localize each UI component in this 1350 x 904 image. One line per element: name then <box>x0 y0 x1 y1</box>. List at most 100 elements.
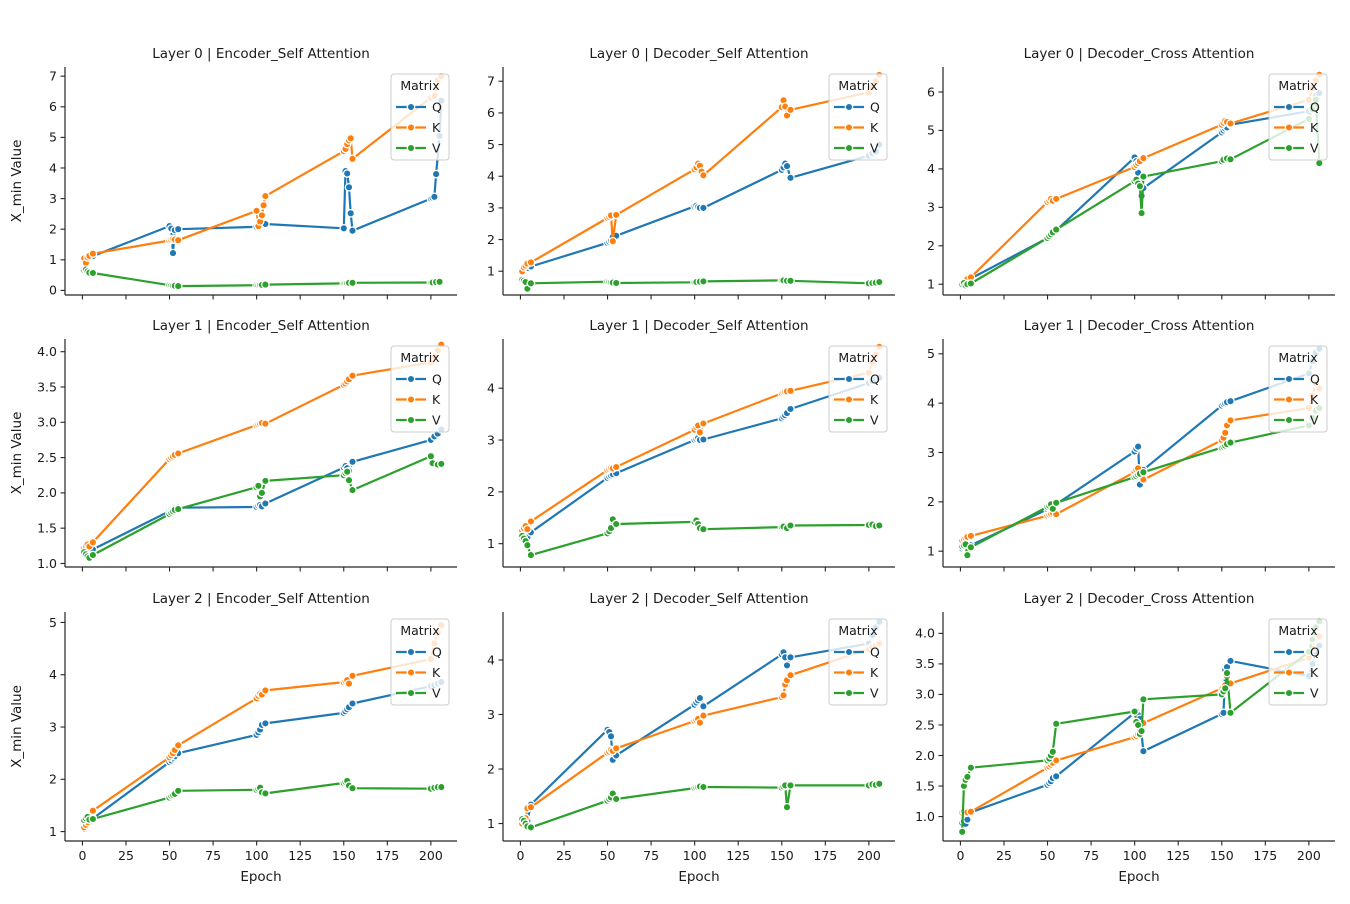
data-point-K <box>261 686 270 695</box>
series-line-K <box>961 382 1321 542</box>
data-point-V <box>786 276 795 286</box>
data-point-V <box>1051 498 1061 508</box>
y-tick-label: 1.5 <box>37 520 57 535</box>
legend-entry-label-V: V <box>870 412 879 427</box>
legend-entry-label-V: V <box>870 140 879 155</box>
legend-swatch-marker-V <box>1284 143 1294 153</box>
legend-swatch-marker-K <box>844 668 854 677</box>
data-point-Q <box>699 435 708 444</box>
data-point-V <box>257 488 267 498</box>
data-point-V <box>1139 467 1148 477</box>
legend-entry-label-K: K <box>432 665 441 680</box>
legend-swatch-marker-K <box>844 395 854 404</box>
y-tick-label: 3.5 <box>37 379 57 394</box>
y-tick-label: 5 <box>49 615 57 630</box>
data-point-K <box>695 427 705 437</box>
data-point-Q <box>348 699 357 708</box>
data-point-V <box>88 814 98 824</box>
data-point-V <box>786 521 795 530</box>
subplot-title: Layer 2 | Decoder_Self Attention <box>589 591 808 607</box>
legend: Matrix QKV <box>1268 345 1328 433</box>
legend-box <box>828 618 888 706</box>
x-tick-label: 0 <box>78 848 86 863</box>
data-point-V <box>435 277 444 287</box>
legend-swatch-marker-K <box>406 123 416 132</box>
legend-entry-label-Q: Q <box>432 371 442 386</box>
legend-swatch-marker-Q <box>844 374 854 384</box>
data-point-V <box>1137 726 1146 736</box>
series-line-K <box>83 343 443 549</box>
x-axis-label: Epoch <box>1118 869 1159 885</box>
subplot-layer1-encoder-self: 1.0 1.5 2.0 2.5 3.0 3.5 4.0 Layer 1 | Encoder_S… <box>9 318 457 572</box>
data-point-Q <box>342 169 352 178</box>
y-tick-label: 3 <box>49 191 57 206</box>
data-point-V <box>88 550 98 560</box>
y-tick-label: 7 <box>49 68 57 83</box>
y-tick-label: 3.0 <box>37 415 57 430</box>
legend-entry-label-V: V <box>432 685 441 700</box>
legend-title: Matrix <box>1278 350 1317 365</box>
data-point-V <box>426 451 436 461</box>
x-tick-label: 150 <box>1210 848 1234 863</box>
subplot-layer2-decoder-self: 1 2 3 4 0 25 50 75 100 125 150 175 200 Layer 2 | Deco… <box>487 591 895 885</box>
x-tick-label: 175 <box>813 848 837 863</box>
data-point-V <box>874 277 884 287</box>
data-point-Q <box>786 652 795 662</box>
x-axis-label: Epoch <box>240 869 281 885</box>
y-tick-label: 4 <box>927 161 935 176</box>
data-point-V <box>344 475 354 485</box>
subplot-layer1-decoder-self: 1 2 3 4 Layer 1 | Decoder_Self Attention Matr… <box>487 318 895 572</box>
data-point-V <box>966 279 976 288</box>
y-tick-label: 4 <box>927 395 935 410</box>
x-tick-label: 150 <box>332 848 356 863</box>
legend-entry-label-Q: Q <box>870 371 880 386</box>
legend: Matrix QKV <box>1268 73 1328 161</box>
y-tick-label: 3.5 <box>915 656 935 671</box>
y-tick-label: 2.0 <box>915 748 935 763</box>
y-tick-label: 3 <box>49 719 57 734</box>
legend-box <box>1268 73 1328 161</box>
legend-swatch-marker-V <box>406 143 416 153</box>
x-tick-label: 75 <box>205 848 221 863</box>
data-point-Q <box>430 192 439 202</box>
legend-swatch-marker-V <box>844 143 854 153</box>
subplot-layer1-decoder-cross: 1 2 3 4 5 Layer 1 | Decoder_Cross Attention Ma… <box>927 318 1335 572</box>
data-point-V <box>254 481 263 491</box>
legend-swatch-marker-V <box>406 688 416 698</box>
data-point-K <box>261 419 270 429</box>
data-point-Q <box>695 693 705 703</box>
data-point-Q <box>431 169 441 179</box>
legend-title: Matrix <box>400 78 439 93</box>
y-tick-label: 4.0 <box>915 626 935 641</box>
data-point-V <box>173 281 183 291</box>
data-point-Q <box>786 173 795 183</box>
legend-entry-label-K: K <box>432 392 441 407</box>
data-point-K <box>786 670 795 680</box>
data-point-V <box>436 782 446 792</box>
data-point-K <box>786 105 795 115</box>
data-point-V <box>261 476 270 486</box>
subplot-layer0-decoder-cross: 1 2 3 4 5 6 Layer 0 | Decoder_Cross Attention M… <box>927 46 1335 300</box>
series-line-Q <box>521 376 881 540</box>
data-point-V <box>963 772 972 782</box>
x-tick-label: 25 <box>118 848 134 863</box>
y-tick-label: 1 <box>487 816 495 831</box>
data-point-K <box>88 806 98 816</box>
data-point-K <box>526 517 536 526</box>
legend-swatch-marker-V <box>406 415 416 425</box>
data-point-Q <box>1219 708 1228 718</box>
legend-swatch-marker-V <box>844 688 854 698</box>
y-tick-label: 1.5 <box>915 778 935 793</box>
y-tick-label: 2 <box>927 494 935 509</box>
legend-entry-label-K: K <box>1310 665 1319 680</box>
data-point-K <box>611 462 621 472</box>
data-point-V <box>526 278 536 288</box>
series-line-K <box>521 642 881 825</box>
y-tick-label: 3 <box>487 707 495 722</box>
subplot-layer0-decoder-self: 1 2 3 4 5 6 7 Layer 0 | Decoder_Self Attention M… <box>487 46 895 300</box>
y-tick-label: 5 <box>927 346 935 361</box>
legend-title: Matrix <box>838 623 877 638</box>
data-point-Q <box>699 203 708 213</box>
legend-entry-label-K: K <box>1310 392 1319 407</box>
